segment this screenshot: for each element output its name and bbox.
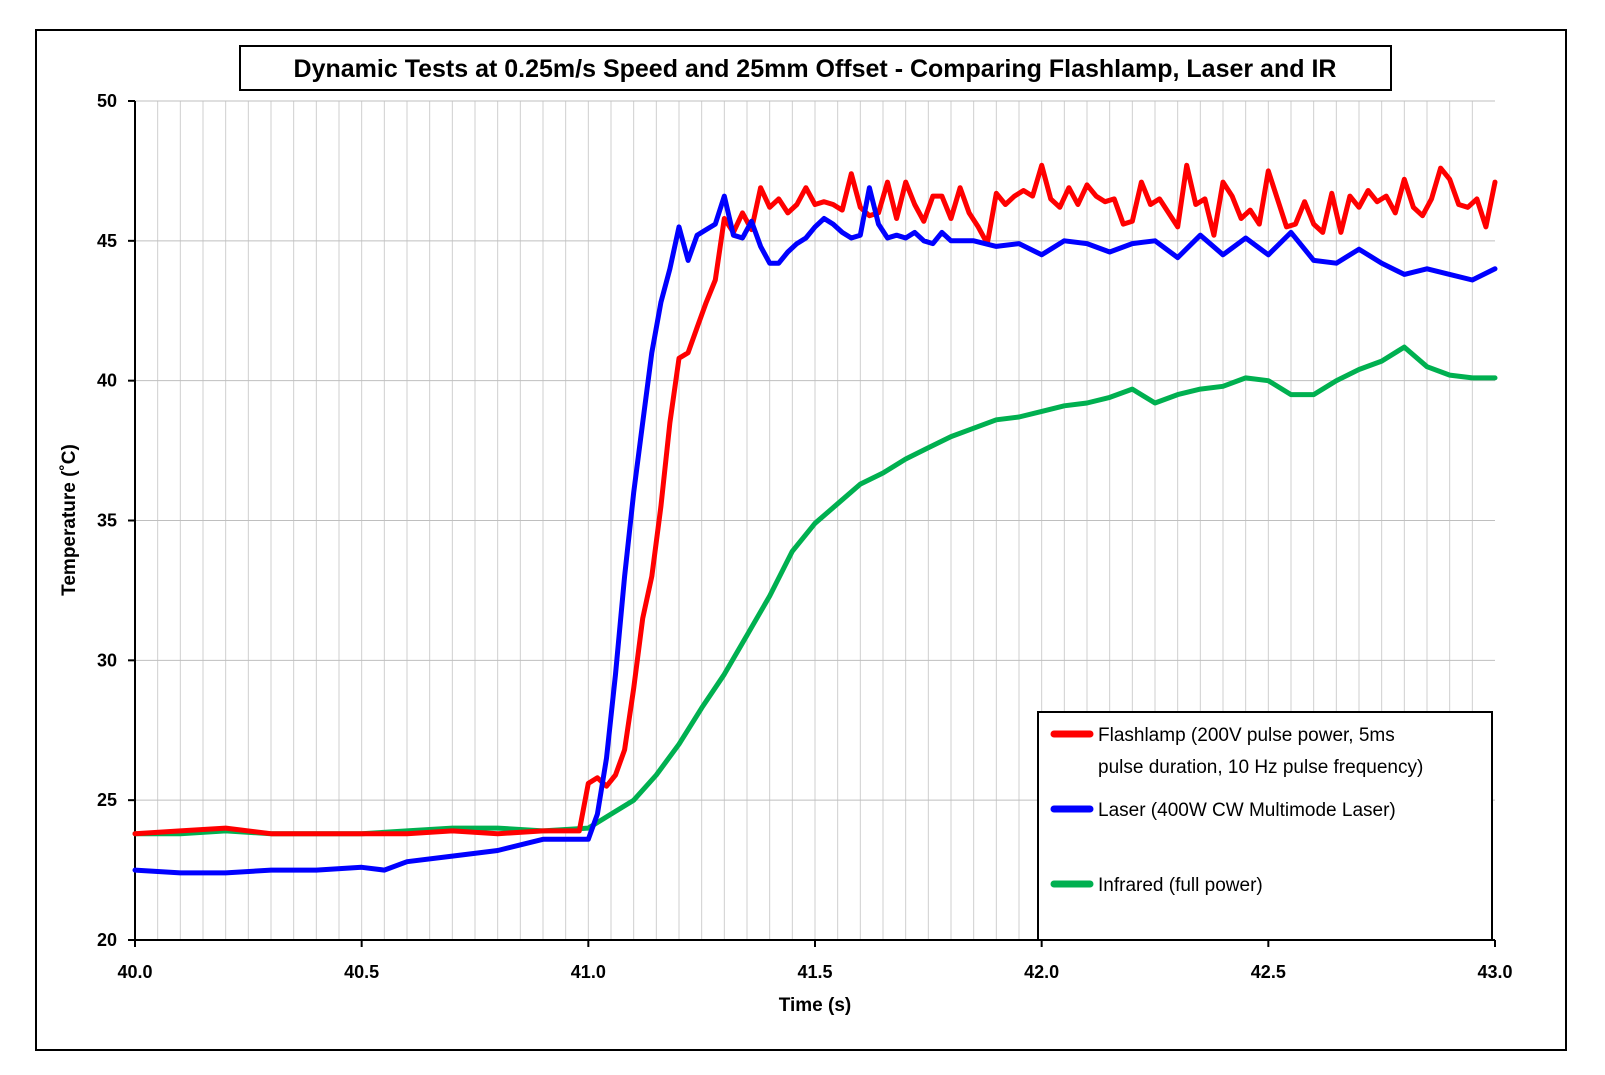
series-line-infrared xyxy=(132,344,1498,837)
x-axis-ticks: 40.0 40.5 41.0 41.5 42.0 42.5 43.0 xyxy=(117,940,1513,982)
legend: Flashlamp (200V pulse power, 5ms pulse d… xyxy=(1037,711,1493,941)
chart-title-box xyxy=(239,45,1392,91)
y-axis-title: Temperature (˚C) xyxy=(59,444,80,596)
y-tick-label: 30 xyxy=(97,650,117,670)
legend-label-flashlamp-line2: pulse duration, 10 Hz pulse frequency) xyxy=(1098,757,1423,778)
x-tick-label: 42.0 xyxy=(1024,962,1059,982)
legend-item-laser: Laser (400W CW Multimode Laser) xyxy=(1050,800,1396,821)
chart-title: Dynamic Tests at 0.25m/s Speed and 25mm … xyxy=(294,55,1337,83)
chart-frame xyxy=(35,29,1567,1051)
legend-box xyxy=(1037,711,1493,941)
y-tick-label: 40 xyxy=(97,371,117,391)
x-tick-label: 43.0 xyxy=(1477,962,1512,982)
x-tick-label: 40.0 xyxy=(117,962,152,982)
series-lines xyxy=(132,162,1498,876)
y-tick-label: 35 xyxy=(97,511,117,531)
legend-label-infrared: Infrared (full power) xyxy=(1098,875,1263,896)
x-axis-title: Time (s) xyxy=(779,995,852,1016)
legend-item-flashlamp: Flashlamp (200V pulse power, 5ms pulse d… xyxy=(1050,725,1423,778)
x-tick-label: 41.5 xyxy=(797,962,832,982)
y-tick-label: 50 xyxy=(97,91,117,111)
x-tick-label: 41.0 xyxy=(571,962,606,982)
x-tick-label: 40.5 xyxy=(344,962,379,982)
y-tick-label: 45 xyxy=(97,231,117,251)
y-tick-label: 20 xyxy=(97,930,117,950)
legend-item-infrared: Infrared (full power) xyxy=(1050,875,1263,896)
x-tick-label: 42.5 xyxy=(1251,962,1286,982)
series-line-flashlamp xyxy=(132,162,1498,837)
y-tick-label: 25 xyxy=(97,790,117,810)
series-line-laser xyxy=(132,185,1498,876)
legend-label-flashlamp-line1: Flashlamp (200V pulse power, 5ms xyxy=(1098,725,1395,746)
y-axis-ticks: 20 25 30 35 40 45 50 xyxy=(97,91,135,950)
legend-label-laser: Laser (400W CW Multimode Laser) xyxy=(1098,800,1396,821)
